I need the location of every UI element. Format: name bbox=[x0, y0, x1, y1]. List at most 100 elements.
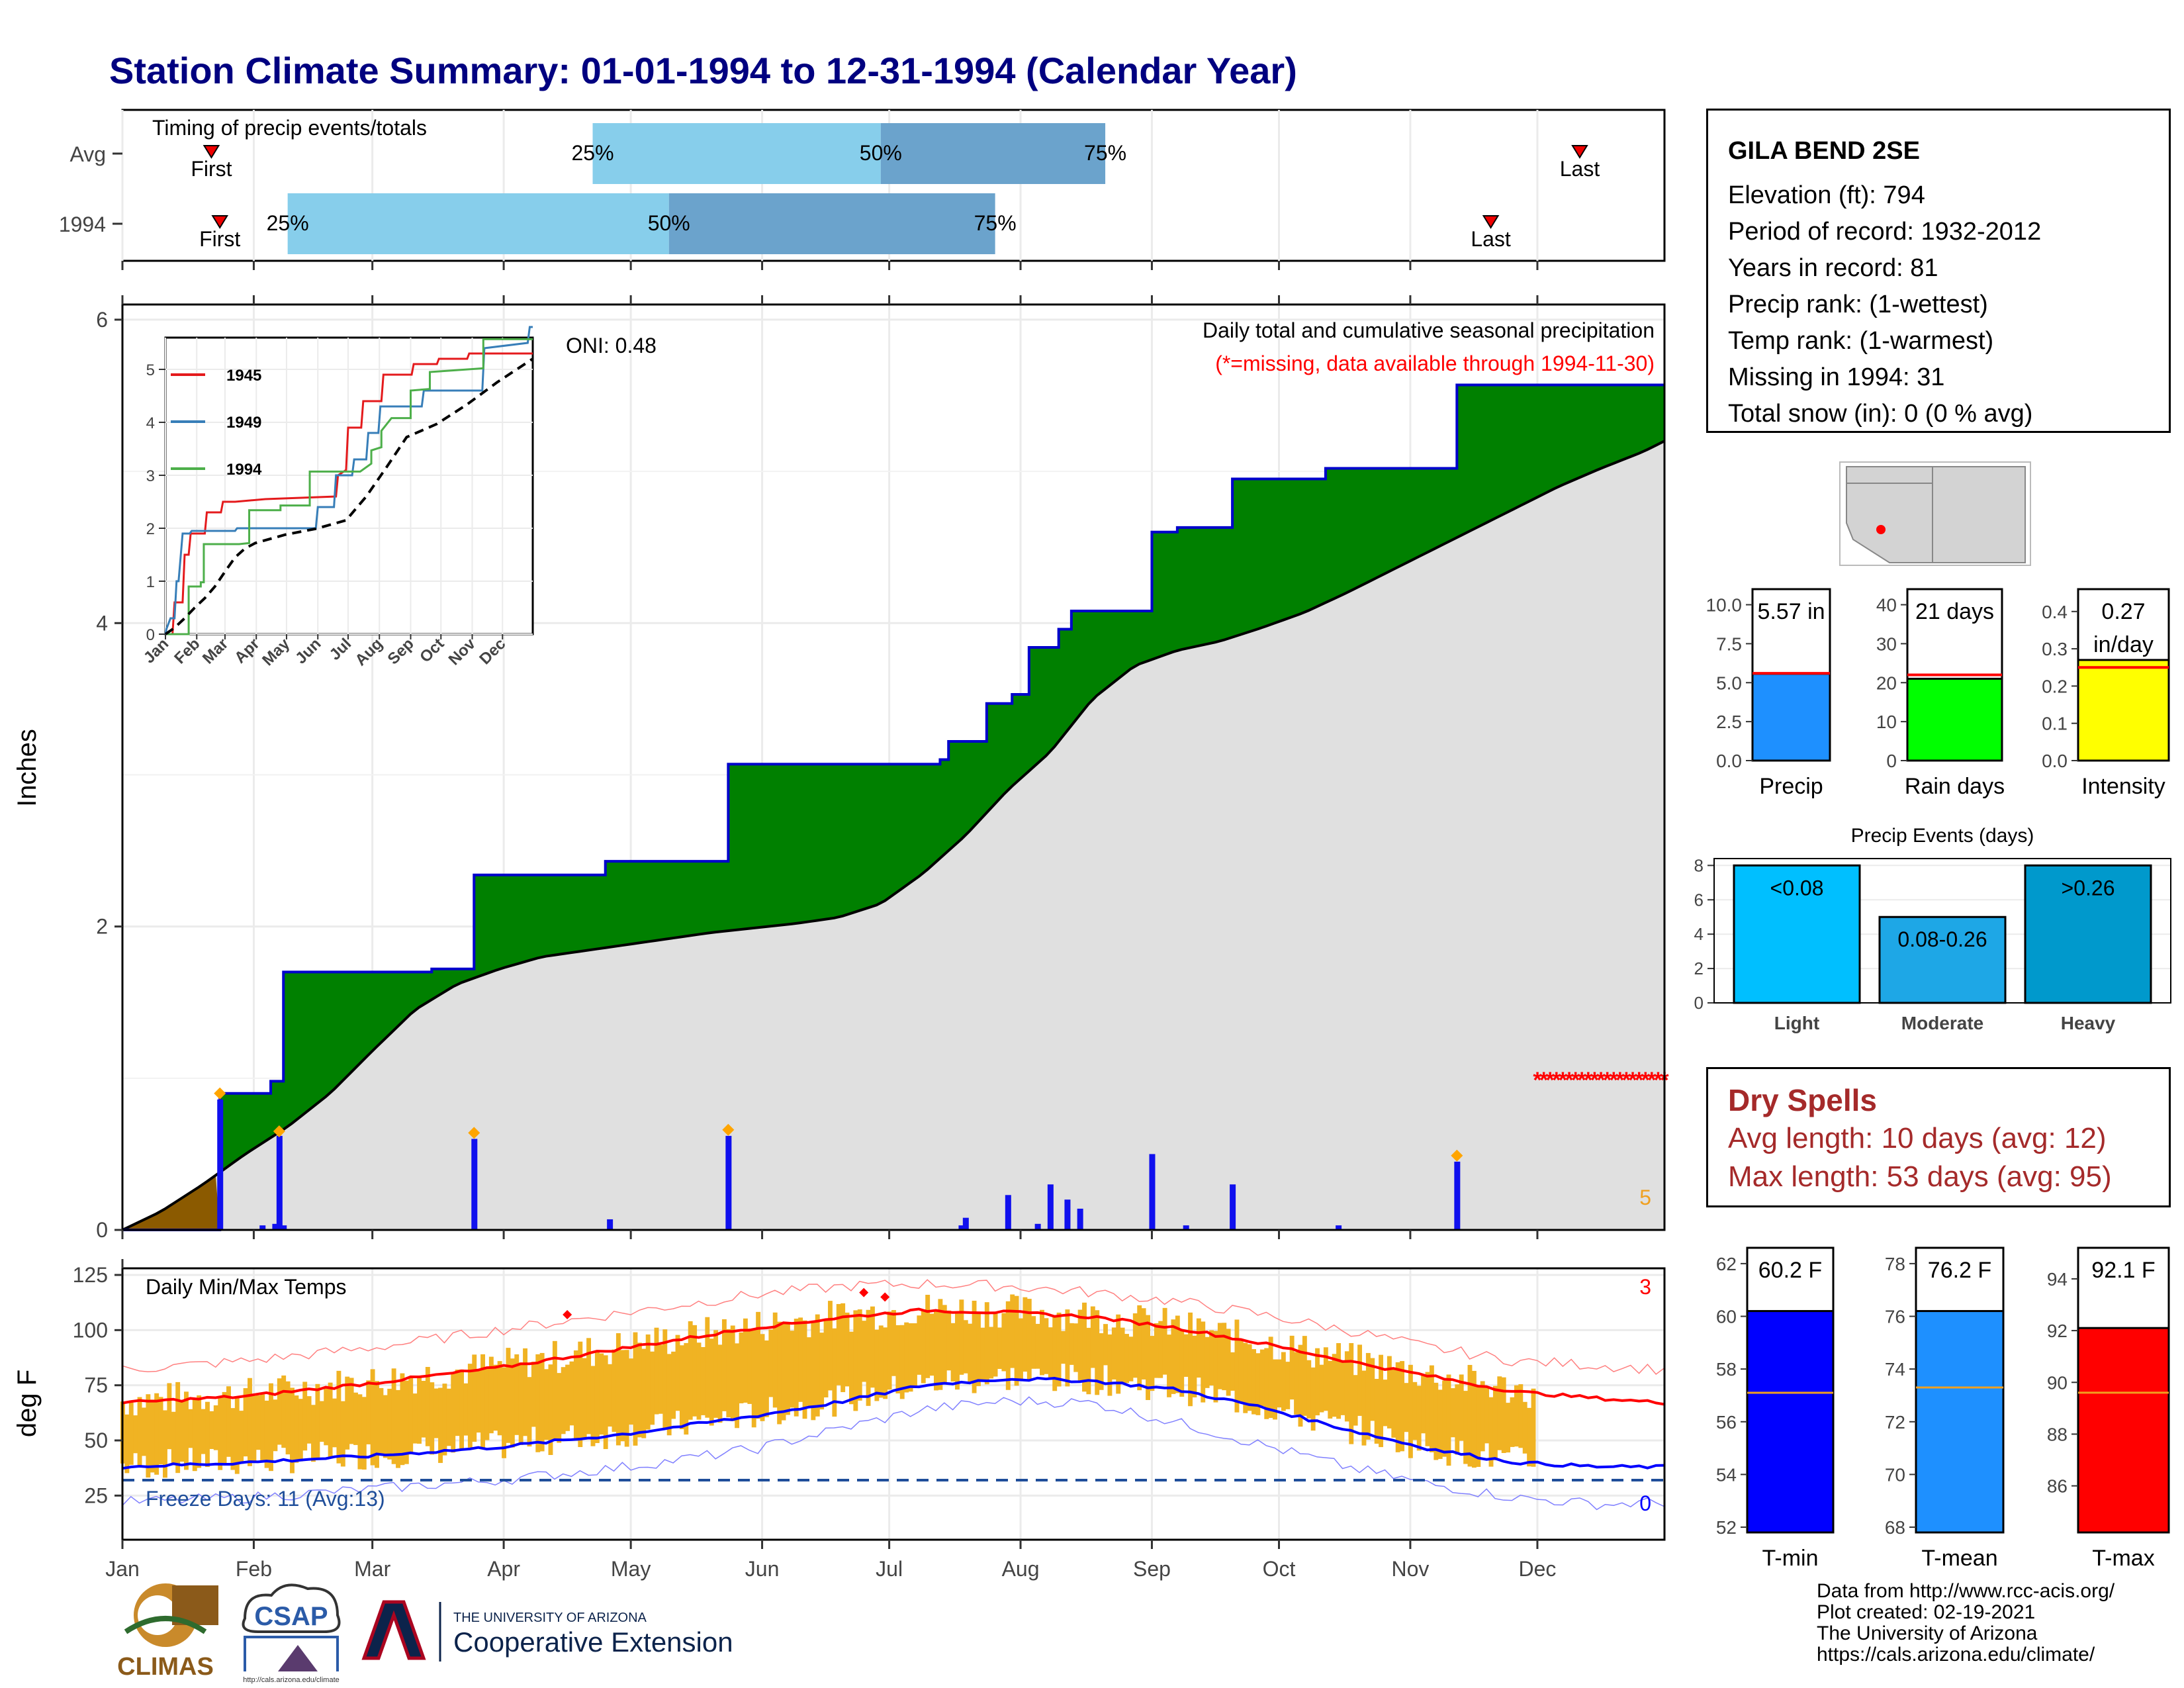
precip-corner-count: 5 bbox=[1639, 1186, 1651, 1209]
month-tick-label: Feb bbox=[236, 1557, 272, 1581]
timing-marker-triangle bbox=[211, 215, 229, 229]
daily-temp-bar bbox=[1281, 1352, 1286, 1411]
daily-temp-bar bbox=[692, 1325, 698, 1417]
daily-temp-bar bbox=[1340, 1362, 1345, 1415]
inset-frame bbox=[164, 336, 534, 635]
month-tick-label: Jan bbox=[105, 1557, 140, 1581]
daily-precip-bar bbox=[1064, 1199, 1071, 1230]
daily-temp-bar bbox=[324, 1387, 329, 1446]
small-panel-category-label: T-min bbox=[1762, 1546, 1819, 1571]
daily-temp-bar bbox=[1349, 1342, 1354, 1444]
dry-spells-box: Dry Spells Avg length: 10 days (avg: 12)… bbox=[1706, 1067, 2171, 1207]
timing-marker-label: First bbox=[191, 157, 232, 181]
daily-temp-bar bbox=[1527, 1407, 1532, 1467]
daily-temp-bar bbox=[1196, 1318, 1201, 1378]
daily-temp-bar bbox=[972, 1300, 977, 1393]
daily-precip-bar bbox=[281, 1225, 287, 1230]
missing-note: (*=missing, data available through 1994-… bbox=[1215, 352, 1655, 375]
csap-cloud-icon bbox=[242, 1583, 341, 1633]
daily-temp-bar bbox=[1259, 1349, 1265, 1407]
daily-temp-bar bbox=[895, 1325, 901, 1393]
station-location-dot bbox=[1876, 525, 1886, 534]
daily-temp-bar bbox=[1103, 1324, 1108, 1366]
daily-temp-bar bbox=[1056, 1312, 1062, 1387]
daily-temp-bar bbox=[1531, 1388, 1536, 1467]
daily-temp-bar bbox=[438, 1387, 443, 1464]
daily-temp-bar bbox=[1141, 1308, 1146, 1380]
daily-temp-bar bbox=[735, 1343, 740, 1429]
small-panel-tick-label: 20 bbox=[1876, 673, 1897, 693]
small-panel-tick-label: 76 bbox=[1885, 1307, 1905, 1327]
daily-precip-bar bbox=[725, 1135, 732, 1230]
small-panel-tick-label: 92 bbox=[2047, 1321, 2068, 1341]
daily-temp-bar bbox=[1226, 1329, 1231, 1396]
daily-temp-bar bbox=[1061, 1331, 1066, 1364]
daily-temp-bar bbox=[1243, 1342, 1248, 1413]
daily-temp-bar bbox=[1328, 1360, 1333, 1419]
daily-temp-bar bbox=[1005, 1301, 1011, 1390]
daily-temp-bar bbox=[1277, 1359, 1282, 1408]
ua-a-icon bbox=[361, 1600, 426, 1660]
daily-temp-bar bbox=[1455, 1384, 1460, 1455]
daily-temp-bar bbox=[1471, 1370, 1477, 1468]
precip-y-tick-label: 6 bbox=[96, 308, 108, 332]
temp-corner-hot: 3 bbox=[1639, 1275, 1651, 1299]
daily-temp-bar bbox=[179, 1401, 185, 1462]
daily-temp-bar bbox=[383, 1395, 388, 1458]
daily-precip-bar bbox=[958, 1225, 965, 1230]
daily-temp-bar bbox=[260, 1394, 265, 1462]
daily-temp-bar bbox=[1289, 1335, 1295, 1400]
daily-temp-bar bbox=[1035, 1323, 1040, 1369]
daily-temp-bar bbox=[370, 1369, 375, 1466]
timing-label: Timing of precip events/totals bbox=[152, 116, 427, 140]
precip-events-bar-label: 0.08-0.26 bbox=[1897, 927, 1987, 951]
record-max-line bbox=[122, 1279, 1665, 1376]
daily-temp-bar bbox=[484, 1367, 490, 1440]
daily-temp-bar bbox=[1128, 1336, 1134, 1382]
small-panel-tick-label: 60 bbox=[1716, 1307, 1737, 1327]
daily-temp-bar bbox=[1429, 1365, 1434, 1452]
daily-temp-bar bbox=[561, 1367, 566, 1434]
daily-temp-bar bbox=[315, 1383, 320, 1460]
daily-temp-bar bbox=[717, 1344, 723, 1423]
daily-temp-bar bbox=[1298, 1344, 1303, 1427]
temp-panel-frame bbox=[121, 1267, 1666, 1541]
daily-temp-bar bbox=[700, 1346, 705, 1415]
daily-temp-bar bbox=[387, 1388, 392, 1460]
daily-temp-bar bbox=[756, 1311, 761, 1419]
daily-temp-bar bbox=[349, 1378, 354, 1444]
precip-events-category-label: Light bbox=[1774, 1013, 1819, 1033]
small-panel-tick-label: 7.5 bbox=[1716, 633, 1742, 654]
climas-wordmark: CLIMAS bbox=[117, 1653, 214, 1681]
daily-temp-bar bbox=[1450, 1388, 1455, 1438]
daily-temp-bar bbox=[205, 1401, 210, 1468]
record-hot-marker bbox=[563, 1310, 572, 1319]
daily-precip-marker bbox=[1451, 1149, 1463, 1162]
daily-temp-bar bbox=[1425, 1372, 1430, 1446]
daily-temp-bar bbox=[264, 1400, 269, 1468]
small-panel-category-label: Precip bbox=[1759, 774, 1823, 799]
daily-temp-bar bbox=[1026, 1299, 1032, 1381]
daily-temp-bar bbox=[328, 1382, 333, 1458]
daily-temp-bar bbox=[586, 1338, 592, 1434]
daily-temp-bar bbox=[1077, 1309, 1083, 1383]
daily-temp-bar bbox=[806, 1337, 811, 1406]
daily-temp-bar bbox=[781, 1324, 786, 1421]
missing-data-marker: * bbox=[1559, 1068, 1568, 1093]
daily-temp-bar bbox=[302, 1382, 308, 1451]
ua-big-text: Cooperative Extension bbox=[453, 1626, 733, 1658]
daily-temp-bar bbox=[1230, 1352, 1235, 1391]
daily-temp-bar bbox=[751, 1328, 756, 1428]
daily-temp-bar bbox=[171, 1411, 176, 1466]
small-panel-tick-label: 0 bbox=[1886, 751, 1897, 771]
precip-events-bar-label: >0.26 bbox=[2062, 876, 2115, 900]
daily-temp-bar bbox=[451, 1374, 456, 1453]
daily-temp-bar bbox=[391, 1368, 396, 1464]
daily-temp-bar bbox=[874, 1329, 880, 1401]
month-tick-label: May bbox=[611, 1557, 651, 1581]
daily-temp-bar bbox=[552, 1340, 557, 1440]
daily-temp-bar bbox=[1217, 1323, 1222, 1389]
daily-temp-bar bbox=[921, 1309, 926, 1383]
precip-events-tick-label: 2 bbox=[1694, 959, 1704, 978]
